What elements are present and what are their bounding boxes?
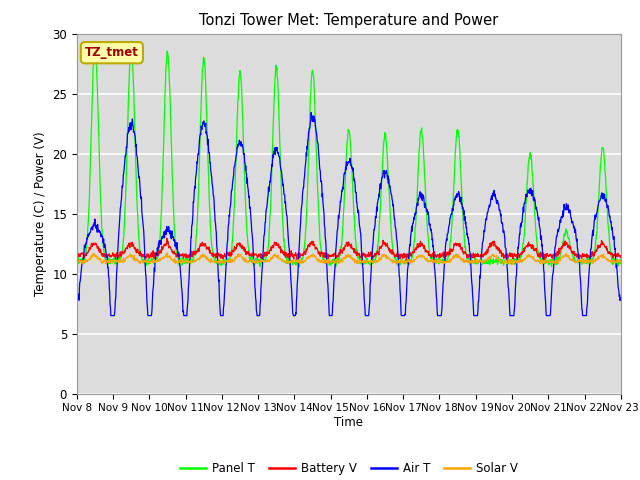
Battery V — [181, 251, 189, 257]
Solar V — [79, 262, 87, 267]
Line: Battery V: Battery V — [77, 238, 621, 261]
Title: Tonzi Tower Met: Temperature and Power: Tonzi Tower Met: Temperature and Power — [199, 13, 499, 28]
Solar V — [73, 258, 81, 264]
Solar V — [255, 258, 263, 264]
Battery V — [403, 258, 410, 264]
Battery V — [553, 251, 561, 257]
Line: Air T: Air T — [77, 113, 621, 316]
Battery V — [255, 251, 263, 257]
Line: Panel T: Panel T — [77, 41, 621, 267]
Air T — [195, 151, 202, 156]
Solar V — [505, 260, 513, 265]
Air T — [255, 313, 263, 319]
Line: Solar V: Solar V — [77, 253, 621, 264]
Panel T — [553, 262, 561, 267]
Panel T — [296, 264, 303, 270]
Y-axis label: Temperature (C) / Power (V): Temperature (C) / Power (V) — [34, 132, 47, 296]
Panel T — [617, 256, 625, 262]
Text: TZ_tmet: TZ_tmet — [85, 46, 139, 59]
Air T — [73, 296, 81, 302]
Solar V — [553, 259, 561, 264]
Air T — [181, 313, 189, 319]
Solar V — [617, 260, 625, 266]
Battery V — [163, 235, 171, 241]
Battery V — [617, 253, 625, 259]
Air T — [434, 313, 442, 319]
Panel T — [195, 198, 202, 204]
Panel T — [73, 255, 81, 261]
Battery V — [73, 254, 81, 260]
Panel T — [505, 261, 513, 266]
Air T — [107, 313, 115, 319]
Panel T — [255, 260, 263, 266]
Panel T — [181, 261, 189, 266]
Air T — [617, 295, 625, 300]
Air T — [553, 234, 561, 240]
Panel T — [434, 258, 442, 264]
Solar V — [195, 256, 202, 262]
Air T — [307, 110, 315, 116]
Battery V — [505, 252, 513, 258]
Legend: Panel T, Battery V, Air T, Solar V: Panel T, Battery V, Air T, Solar V — [175, 457, 522, 480]
Air T — [505, 291, 513, 297]
Solar V — [182, 257, 189, 263]
Solar V — [163, 250, 171, 256]
Battery V — [195, 246, 202, 252]
Solar V — [434, 260, 442, 265]
Battery V — [434, 252, 442, 258]
X-axis label: Time: Time — [334, 416, 364, 429]
Panel T — [127, 38, 135, 44]
